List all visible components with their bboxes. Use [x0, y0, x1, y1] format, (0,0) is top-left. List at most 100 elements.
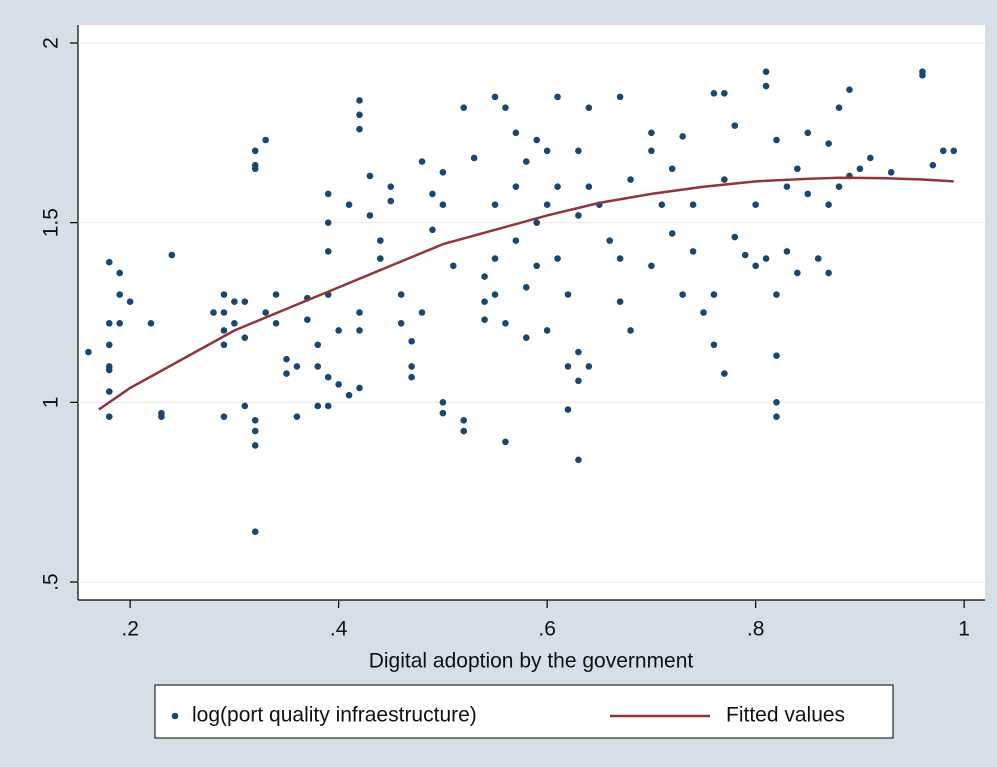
- scatter-point: [105, 341, 113, 349]
- scatter-point: [794, 165, 801, 173]
- scatter-point: [241, 298, 249, 306]
- scatter-point: [804, 129, 812, 137]
- scatter-point: [251, 528, 259, 536]
- scatter-point: [627, 176, 634, 183]
- scatter-point: [397, 319, 405, 327]
- scatter-point: [356, 125, 363, 133]
- scatter-point: [814, 255, 822, 262]
- scatter-point: [679, 291, 686, 298]
- scatter-point: [887, 169, 895, 176]
- scatter-point: [356, 97, 363, 104]
- scatter-point: [241, 334, 249, 341]
- scatter-point: [387, 197, 395, 205]
- scatter-point: [397, 291, 405, 298]
- scatter-point: [481, 316, 488, 323]
- scatter-point: [773, 291, 780, 298]
- scatter-point: [408, 373, 415, 381]
- scatter-point: [314, 402, 322, 410]
- scatter-point: [460, 427, 468, 435]
- scatter-point: [773, 399, 780, 406]
- scatter-point: [220, 413, 228, 421]
- scatter-point: [668, 230, 676, 237]
- x-tick-label: 1: [958, 618, 970, 641]
- scatter-point: [356, 384, 363, 392]
- scatter-point: [481, 298, 488, 306]
- scatter-point: [575, 348, 582, 356]
- scatter-point: [210, 309, 217, 316]
- scatter-point: [324, 373, 332, 381]
- scatter-point: [627, 327, 634, 334]
- scatter-point: [554, 183, 561, 191]
- scatter-point: [366, 212, 374, 219]
- scatter-point: [668, 165, 676, 173]
- scatter-point: [533, 262, 541, 270]
- scatter-point: [554, 93, 561, 101]
- scatter-point: [543, 201, 551, 208]
- scatter-point: [491, 291, 499, 298]
- scatter-point: [533, 219, 541, 226]
- scatter-point: [721, 176, 728, 183]
- scatter-point: [429, 190, 436, 198]
- scatter-point: [439, 201, 447, 208]
- scatter-point: [502, 104, 509, 111]
- scatter-point: [356, 327, 363, 334]
- x-tick-label: .4: [330, 618, 348, 641]
- scatter-point: [585, 183, 593, 191]
- scatter-point: [262, 309, 269, 316]
- scatter-point: [272, 319, 280, 327]
- y-tick-label: .5: [40, 573, 63, 591]
- scatter-point: [324, 248, 332, 255]
- scatter-point: [502, 438, 509, 446]
- scatter-point: [241, 402, 249, 410]
- scatter-point: [105, 319, 113, 327]
- scatter-point: [126, 298, 134, 306]
- scatter-point: [564, 406, 572, 413]
- scatter-point: [794, 269, 801, 277]
- scatter-point: [408, 363, 415, 370]
- scatter-point: [522, 334, 530, 341]
- scatter-point: [533, 136, 541, 144]
- scatter-point: [293, 363, 301, 370]
- scatter-point: [345, 391, 353, 399]
- scatter-point: [835, 183, 843, 191]
- scatter-point: [335, 327, 342, 334]
- scatter-point: [85, 348, 92, 356]
- scatter-point: [231, 298, 238, 306]
- scatter-point: [314, 363, 322, 370]
- scatter-point: [324, 219, 332, 226]
- scatter-point: [512, 129, 520, 137]
- scatter-point: [220, 341, 228, 349]
- scatter-point: [491, 201, 499, 208]
- scatter-point: [147, 319, 155, 327]
- scatter-point: [825, 269, 832, 277]
- scatter-point: [543, 327, 551, 334]
- scatter-point: [554, 255, 561, 262]
- scatter-point: [731, 122, 739, 129]
- scatter-point: [450, 262, 457, 270]
- scatter-point: [491, 255, 499, 262]
- scatter-point: [356, 309, 363, 316]
- scatter-point: [929, 161, 937, 169]
- scatter-point: [418, 158, 426, 165]
- scatter-point: [752, 201, 759, 208]
- scatter-point: [564, 363, 572, 370]
- scatter-point: [481, 273, 488, 280]
- scatter-point: [293, 413, 301, 421]
- x-tick-label: .6: [538, 618, 556, 641]
- scatter-point: [721, 89, 728, 97]
- scatter-point: [158, 409, 165, 417]
- scatter-point: [324, 402, 332, 410]
- scatter-point: [491, 93, 499, 101]
- scatter-point: [648, 129, 655, 137]
- plot-area: [78, 25, 985, 600]
- y-tick-label: 2: [40, 37, 63, 49]
- scatter-point: [512, 183, 520, 191]
- scatter-point: [116, 291, 124, 298]
- scatter-point: [345, 201, 353, 208]
- scatter-point: [522, 284, 530, 291]
- fitted-line: [98, 176, 954, 411]
- scatter-point: [220, 327, 228, 334]
- scatter-point: [658, 201, 666, 208]
- scatter-point: [773, 136, 780, 144]
